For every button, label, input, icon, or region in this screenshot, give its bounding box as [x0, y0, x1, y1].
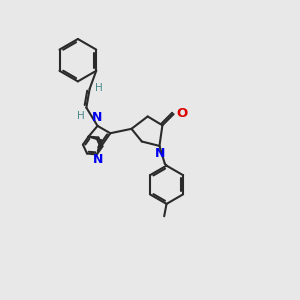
Text: N: N [92, 111, 102, 124]
Text: H: H [95, 82, 103, 93]
Text: N: N [93, 153, 103, 166]
Text: O: O [176, 107, 187, 120]
Text: N: N [155, 147, 165, 160]
Text: H: H [77, 111, 85, 121]
